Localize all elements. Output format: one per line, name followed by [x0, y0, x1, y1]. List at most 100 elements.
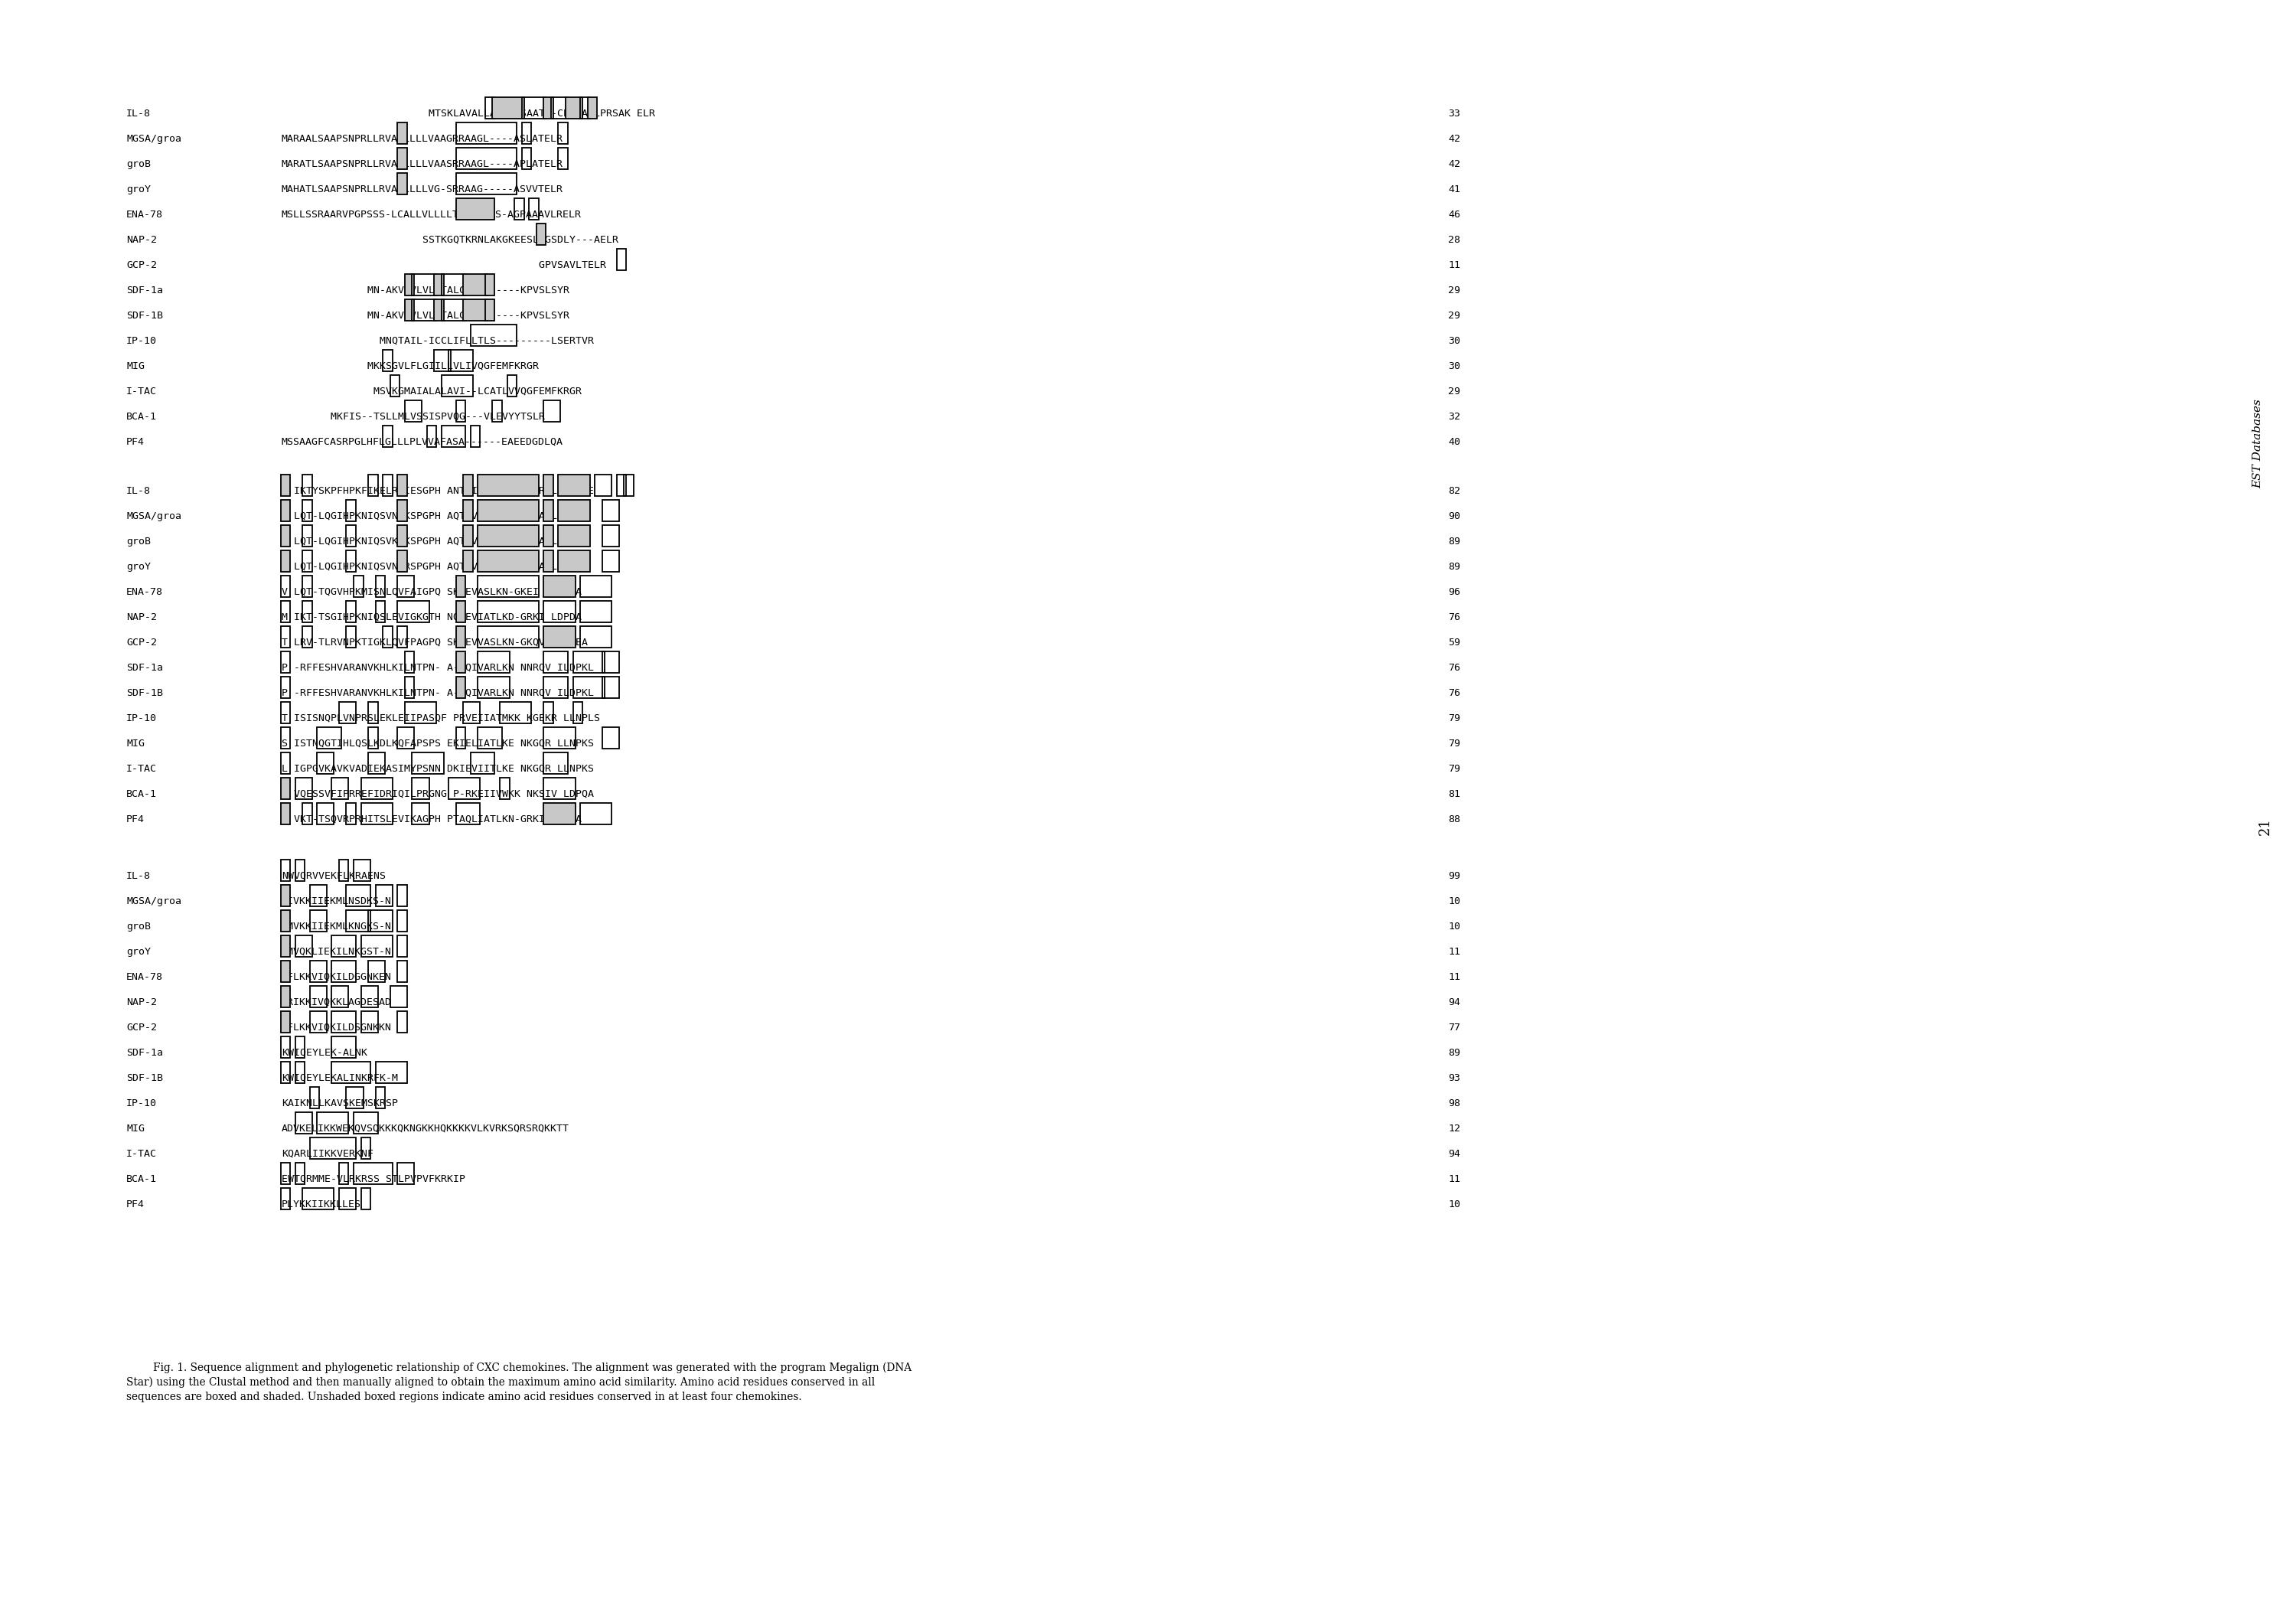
- Bar: [464, 550, 473, 573]
- Bar: [367, 911, 393, 932]
- Text: 32: 32: [1449, 412, 1460, 422]
- Bar: [464, 475, 473, 496]
- Bar: [581, 602, 611, 623]
- Text: S ISTNQGTIHLQSLKDLKQFAPSPS EKIELIATLKE NKGQR LLNPKS: S ISTNQGTIHLQSLKDLKQFAPSPS EKIELIATLKE N…: [282, 739, 595, 748]
- Bar: [537, 224, 546, 245]
- Text: 94: 94: [1449, 998, 1460, 1007]
- Bar: [280, 1062, 289, 1083]
- Text: MIG: MIG: [126, 739, 145, 748]
- Bar: [303, 500, 312, 521]
- Bar: [544, 475, 553, 496]
- Bar: [581, 98, 590, 119]
- Bar: [404, 401, 422, 422]
- Bar: [551, 98, 567, 119]
- Bar: [280, 1036, 289, 1059]
- Bar: [625, 475, 634, 496]
- Bar: [280, 475, 289, 496]
- Bar: [544, 602, 574, 623]
- Bar: [464, 525, 473, 547]
- Text: 89: 89: [1449, 1047, 1460, 1057]
- Text: MARAALSAAPSNPRLLRVALLLLLVAAGRRAAGL----ASLATELR: MARAALSAAPSNPRLLRVALLLLLVAAGRRAAGL----AS…: [282, 134, 563, 143]
- Bar: [354, 1112, 379, 1134]
- Text: 41: 41: [1449, 185, 1460, 195]
- Bar: [377, 1088, 386, 1109]
- Bar: [404, 274, 413, 296]
- Bar: [411, 753, 443, 774]
- Bar: [360, 1012, 379, 1033]
- Bar: [404, 677, 413, 698]
- Text: Fig. 1. Sequence alignment and phylogenetic relationship of CXC chemokines. The : Fig. 1. Sequence alignment and phylogene…: [126, 1363, 912, 1401]
- Bar: [367, 475, 379, 496]
- Text: KWIQEYLEKALINKRFK-M: KWIQEYLEKALINKRFK-M: [282, 1073, 397, 1083]
- Text: Q LQT-LQGIHPKNIQSVNVRSPGPH AQTEVIATLKN-GKKA LLNPAS: Q LQT-LQGIHPKNIQSVNVRSPGPH AQTEVIATLKN-G…: [282, 562, 588, 571]
- Bar: [296, 1062, 305, 1083]
- Bar: [491, 98, 523, 119]
- Text: MSSAAGFCASRPGLHFLGLLLPLVVAFASA------EAEEDGDLQA: MSSAAGFCASRPGLHFLGLLLPLVVAFASA------EAEE…: [282, 438, 563, 447]
- Bar: [618, 249, 627, 270]
- Text: MN-AKVVVLVLVTALCLSDG-----KPVSLSYR: MN-AKVVVLVLVTALCLSDG-----KPVSLSYR: [282, 285, 569, 296]
- Bar: [347, 885, 370, 906]
- Text: groB: groB: [126, 536, 152, 547]
- Text: SDF-1B: SDF-1B: [126, 1073, 163, 1083]
- Bar: [478, 677, 510, 698]
- Bar: [464, 274, 487, 296]
- Bar: [280, 702, 289, 724]
- Bar: [501, 777, 510, 800]
- Bar: [347, 803, 356, 825]
- Bar: [331, 1012, 356, 1033]
- Bar: [484, 299, 494, 320]
- Bar: [441, 426, 466, 447]
- Bar: [544, 677, 567, 698]
- Bar: [331, 935, 356, 957]
- Bar: [347, 626, 356, 648]
- Text: Q LQT-LQGIHPKNIQSVKVKSPGPH AQTEVIATLKN-GQKA LLNPAS: Q LQT-LQGIHPKNIQSVKVKSPGPH AQTEVIATLKN-G…: [282, 536, 588, 547]
- Text: MAHATLSAAPSNPRLLRVALLLLLVG-SRRAAG-----ASVVTELR: MAHATLSAAPSNPRLLRVALLLLLVG-SRRAAG-----AS…: [282, 185, 563, 195]
- Text: groY: groY: [126, 185, 152, 195]
- Text: MN-AKVVVLVLVTALCLSDG-----KPVSLSYR: MN-AKVVVLVLVTALCLSDG-----KPVSLSYR: [282, 311, 569, 320]
- Bar: [397, 576, 413, 597]
- Text: PFLKKVIQKILDSGNKKN: PFLKKVIQKILDSGNKKN: [282, 1023, 393, 1033]
- Bar: [484, 98, 494, 119]
- Bar: [574, 702, 583, 724]
- Bar: [397, 475, 406, 496]
- Bar: [544, 652, 567, 673]
- Bar: [441, 375, 473, 397]
- Text: T LRV-TLRVNPKTIGKLQVFPAGPQ SKVEVVASLKN-GKQV ILDPEA: T LRV-TLRVNPKTIGKLQVFPAGPQ SKVEVVASLKN-G…: [282, 637, 588, 647]
- Bar: [544, 702, 553, 724]
- Bar: [397, 626, 406, 648]
- Bar: [303, 626, 312, 648]
- Bar: [558, 550, 590, 573]
- Bar: [340, 1163, 349, 1184]
- Bar: [574, 652, 604, 673]
- Text: groB: groB: [126, 922, 152, 932]
- Text: PRIKKIVQKKLAGDESAD: PRIKKIVQKKLAGDESAD: [282, 998, 393, 1007]
- Text: I-TAC: I-TAC: [126, 386, 156, 396]
- Bar: [367, 727, 379, 748]
- Text: 76: 76: [1449, 613, 1460, 623]
- Bar: [471, 753, 494, 774]
- Bar: [544, 777, 574, 800]
- Bar: [397, 727, 413, 748]
- Text: PMVQKLIEKILNKGST-N: PMVQKLIEKILNKGST-N: [282, 946, 393, 957]
- Bar: [397, 122, 406, 145]
- Text: 42: 42: [1449, 134, 1460, 143]
- Bar: [411, 803, 429, 825]
- Bar: [397, 148, 406, 169]
- Bar: [397, 174, 406, 195]
- Bar: [544, 727, 574, 748]
- Text: 94: 94: [1449, 1149, 1460, 1158]
- Bar: [507, 375, 517, 397]
- Bar: [457, 401, 466, 422]
- Text: SSTKGQTKRNLAKGKEESLDGSDLY---AELR: SSTKGQTKRNLAKGKEESLDGSDLY---AELR: [282, 235, 618, 245]
- Text: groB: groB: [126, 159, 152, 169]
- Bar: [303, 803, 312, 825]
- Bar: [280, 935, 289, 957]
- Text: 99: 99: [1449, 870, 1460, 882]
- Text: 11: 11: [1449, 261, 1460, 270]
- Bar: [441, 299, 466, 320]
- Text: 88: 88: [1449, 814, 1460, 824]
- Bar: [280, 1187, 289, 1210]
- Text: 11: 11: [1449, 972, 1460, 981]
- Bar: [521, 148, 530, 169]
- Text: 89: 89: [1449, 562, 1460, 571]
